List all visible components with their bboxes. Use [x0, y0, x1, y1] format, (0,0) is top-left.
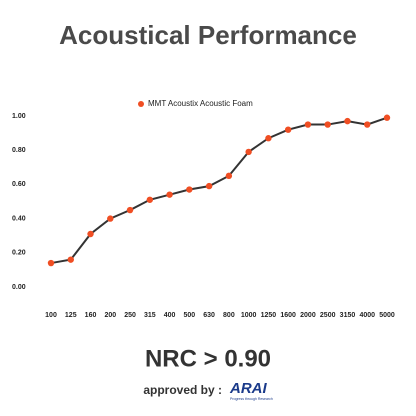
x-tick-label: 160	[85, 312, 97, 319]
legend-label: MMT Acoustix Acoustic Foam	[148, 99, 253, 108]
logo: ARAI	[229, 380, 267, 397]
x-tick-label: 125	[65, 312, 77, 319]
data-point	[245, 148, 252, 156]
data-point	[126, 206, 134, 214]
x-tick-label: 315	[144, 312, 156, 319]
x-tick-label: 1000	[241, 312, 257, 319]
y-tick-label: 0.20	[12, 250, 26, 257]
x-tick-label: 200	[104, 312, 116, 319]
data-point	[265, 135, 272, 142]
data-point	[146, 196, 154, 203]
data-point	[47, 259, 55, 267]
series-line	[50, 116, 388, 265]
y-tick-label: 0.80	[12, 147, 26, 154]
x-tick-label: 5000	[379, 312, 395, 319]
y-tick-label: 1.00	[12, 113, 26, 120]
logo-tagline: Progress through Research	[230, 397, 273, 401]
x-tick-label: 250	[124, 312, 136, 319]
data-point	[87, 230, 94, 238]
data-point	[304, 121, 312, 128]
data-point	[186, 186, 193, 193]
data-point	[324, 121, 331, 128]
x-tick-label: 630	[203, 312, 215, 319]
data-point	[225, 172, 233, 180]
y-tick-label: 0.40	[12, 215, 26, 222]
legend-marker	[138, 101, 144, 107]
x-tick-label: 3150	[340, 312, 356, 319]
data-point	[364, 121, 371, 128]
x-tick-label: 4000	[359, 312, 375, 319]
data-point	[383, 114, 391, 121]
x-tick-label: 1600	[280, 312, 296, 319]
chart-title: Acoustical Performance	[59, 20, 357, 50]
x-tick-label: 500	[184, 312, 196, 319]
y-tick-label: 0.00	[12, 284, 26, 291]
data-point	[166, 191, 173, 198]
x-tick-label: 800	[223, 312, 235, 319]
x-tick-label: 1250	[261, 312, 277, 319]
x-tick-label: 2500	[320, 312, 336, 319]
x-tick-label: 100	[45, 312, 57, 319]
approved-by: approved by :	[143, 383, 222, 397]
data-point	[205, 182, 213, 190]
data-point	[67, 256, 74, 263]
x-tick-label: 2000	[300, 312, 316, 319]
nrc-label: NRC > 0.90	[145, 345, 271, 372]
x-tick-label: 400	[164, 312, 176, 319]
data-point	[107, 215, 114, 222]
data-point	[284, 126, 292, 133]
data-point	[344, 117, 351, 125]
y-tick-label: 0.60	[12, 181, 26, 188]
